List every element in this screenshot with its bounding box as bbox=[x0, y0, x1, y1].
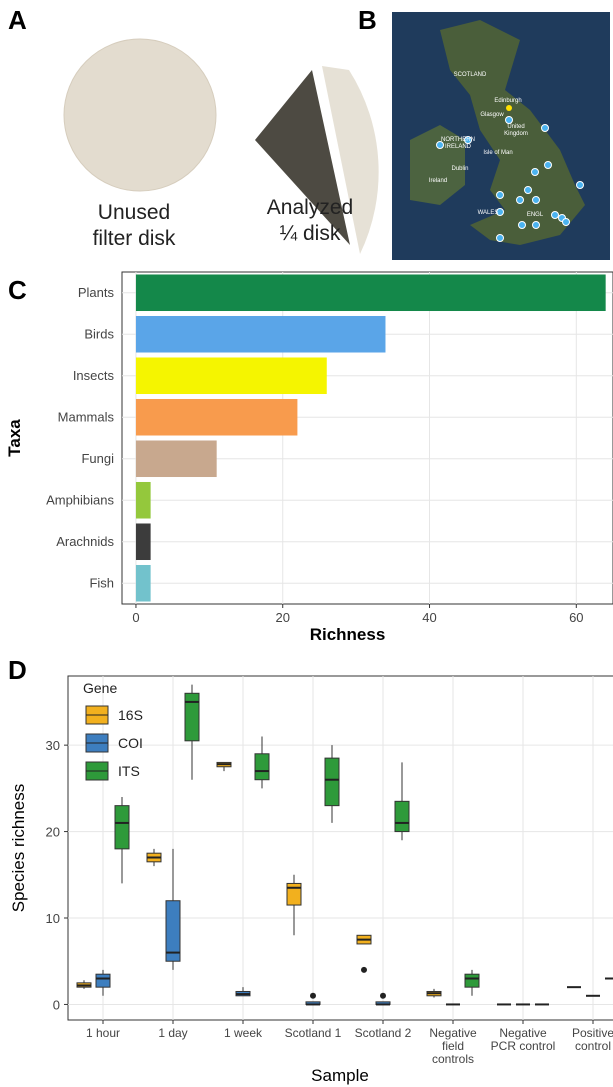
y-tick-label: Amphibians bbox=[46, 492, 114, 507]
panel-label: B bbox=[358, 6, 377, 35]
legend-label: ITS bbox=[118, 763, 140, 779]
map-dot bbox=[533, 222, 540, 229]
outlier bbox=[380, 993, 386, 999]
map-dot bbox=[519, 222, 526, 229]
map-dot bbox=[525, 187, 532, 194]
y-tick-label: 20 bbox=[46, 825, 60, 840]
bar bbox=[136, 274, 606, 311]
y-tick-label: 30 bbox=[46, 738, 60, 753]
box bbox=[255, 754, 269, 780]
caption: Unused filter disk bbox=[54, 200, 214, 253]
map-label: Dublin bbox=[435, 166, 485, 173]
map-label: NORTHERN IRELAND bbox=[433, 137, 483, 150]
x-tick-label: Negative PCR control bbox=[483, 1027, 563, 1053]
x-tick-label: Negative field controls bbox=[413, 1027, 493, 1067]
x-tick-label: 1 day bbox=[133, 1027, 213, 1040]
x-tick-label: 1 hour bbox=[63, 1027, 143, 1040]
bar bbox=[136, 482, 151, 519]
bar bbox=[136, 357, 327, 394]
map-label: Edinburgh bbox=[483, 98, 533, 105]
x-tick-label: 20 bbox=[275, 610, 289, 625]
x-tick-label: Positive control bbox=[553, 1027, 613, 1053]
x-tick-label: Scotland 2 bbox=[343, 1027, 423, 1040]
y-tick-label: Mammals bbox=[58, 409, 115, 424]
x-tick-label: 1 week bbox=[203, 1027, 283, 1040]
map-dot bbox=[497, 235, 504, 242]
bar bbox=[136, 565, 151, 602]
map-dot bbox=[533, 197, 540, 204]
map-dot bbox=[542, 125, 549, 132]
x-tick-label: 0 bbox=[132, 610, 139, 625]
panel-label: C bbox=[8, 276, 27, 305]
y-axis-title: Taxa bbox=[5, 419, 24, 457]
panel-label: D bbox=[8, 656, 27, 685]
box bbox=[115, 806, 129, 849]
y-tick-label: Birds bbox=[84, 326, 114, 341]
map-dot bbox=[517, 197, 524, 204]
outlier bbox=[310, 993, 316, 999]
map-dot bbox=[563, 219, 570, 226]
y-tick-label: 0 bbox=[53, 997, 60, 1012]
caption: Analyzed ¼ disk bbox=[230, 195, 390, 248]
legend-label: COI bbox=[118, 735, 143, 751]
map-dot bbox=[545, 162, 552, 169]
map-dot bbox=[577, 182, 584, 189]
legend-label: 16S bbox=[118, 707, 143, 723]
map-dot bbox=[497, 192, 504, 199]
y-tick-label: 10 bbox=[46, 911, 60, 926]
x-axis-title: Sample bbox=[311, 1066, 369, 1085]
outlier bbox=[361, 967, 367, 973]
map-label: ENGL bbox=[510, 212, 560, 219]
y-tick-label: Plants bbox=[78, 285, 115, 300]
y-tick-label: Insects bbox=[73, 368, 115, 383]
map-label: Ireland bbox=[413, 178, 463, 185]
bar bbox=[136, 399, 297, 436]
y-tick-label: Fish bbox=[89, 575, 114, 590]
unused-disk bbox=[64, 39, 216, 191]
x-tick-label: Scotland 1 bbox=[273, 1027, 353, 1040]
x-axis-title: Richness bbox=[310, 625, 386, 644]
bar bbox=[136, 316, 386, 353]
map-label: SCOTLAND bbox=[445, 72, 495, 79]
map-label: Glasgow bbox=[467, 112, 517, 119]
map-dot bbox=[532, 169, 539, 176]
box bbox=[287, 883, 301, 905]
canvas: 0 20 40 60 Plants Birds Insects Mammals Fungi Amp… bbox=[0, 0, 613, 1087]
plot-area bbox=[68, 676, 613, 1020]
map-label: WALES bbox=[463, 210, 513, 217]
box bbox=[185, 693, 199, 741]
box bbox=[325, 758, 339, 806]
map-label: United Kingdom bbox=[491, 124, 541, 137]
legend-title: Gene bbox=[83, 680, 117, 696]
map-label: Isle of Man bbox=[473, 150, 523, 157]
box bbox=[465, 974, 479, 987]
bar bbox=[136, 440, 217, 477]
y-tick-label: Fungi bbox=[81, 451, 114, 466]
x-tick-label: 40 bbox=[422, 610, 436, 625]
y-axis-title: Species richness bbox=[9, 784, 28, 913]
bar bbox=[136, 523, 151, 560]
panel-label: A bbox=[8, 6, 27, 35]
figure: 0 20 40 60 Plants Birds Insects Mammals Fungi Amp… bbox=[0, 0, 613, 1087]
map-dot bbox=[506, 105, 512, 111]
y-tick-label: Arachnids bbox=[56, 534, 114, 549]
box bbox=[96, 974, 110, 987]
x-tick-label: 60 bbox=[569, 610, 583, 625]
box bbox=[395, 801, 409, 831]
